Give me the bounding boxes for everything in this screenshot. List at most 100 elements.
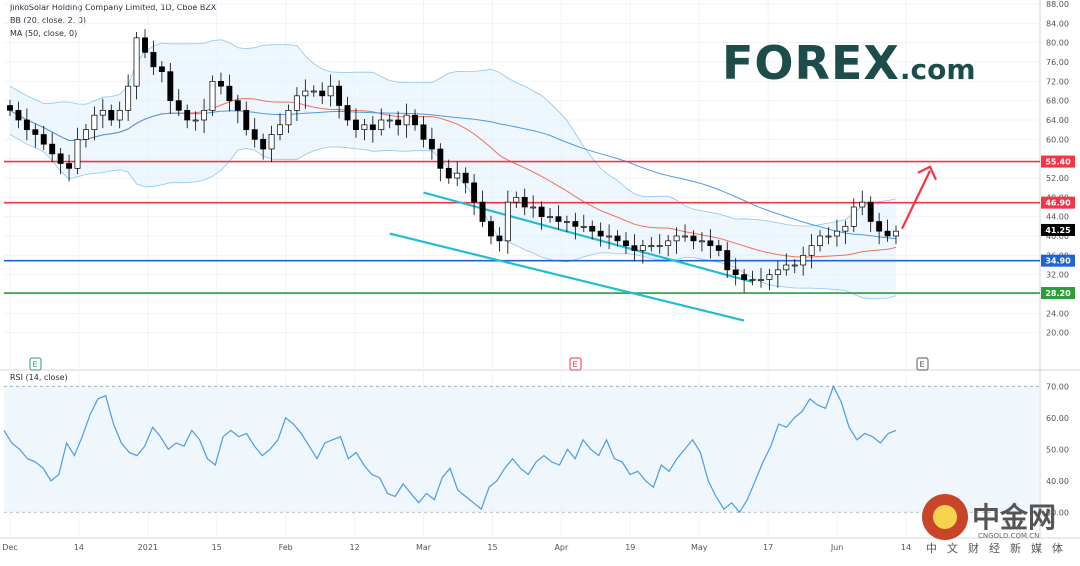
bollinger-lower-line	[9, 134, 897, 299]
price-tick-label: 60.00	[1046, 135, 1069, 144]
candle-up	[209, 80, 216, 111]
candle-up	[850, 206, 857, 227]
bollinger-band-fill	[10, 39, 896, 299]
price-tick-label: 44.00	[1046, 213, 1069, 222]
candle-down	[319, 90, 326, 97]
rsi-tick-label: 40.00	[1046, 477, 1069, 486]
candle-up	[656, 245, 663, 248]
candle-up	[99, 109, 106, 116]
cngold-subtitle: 中文财经新媒体	[926, 542, 1073, 555]
level-label-bg	[1041, 155, 1075, 168]
time-tick-label: 14	[74, 543, 84, 552]
candle-down	[488, 221, 494, 237]
last-price-bg	[1041, 223, 1075, 236]
candle-down	[23, 119, 30, 131]
earnings-marker-label: E	[32, 360, 37, 369]
candle-up	[403, 114, 410, 126]
time-tick-label: Dec	[2, 543, 17, 552]
candle-down	[226, 85, 233, 102]
candle-up	[673, 235, 680, 242]
candle-up	[74, 138, 81, 169]
candle-down	[218, 80, 224, 87]
candle-up	[361, 124, 368, 131]
time-tick-label: 15	[487, 543, 497, 552]
candle-down	[555, 216, 562, 222]
candle-down	[395, 119, 402, 126]
cngold-logo: 中金网 CNGOLD.COM.CN 中文财经新媒体	[922, 494, 1072, 560]
cngold-title: 中金网	[972, 501, 1057, 534]
price-tick-label: 68.00	[1046, 97, 1069, 106]
candle-down	[40, 134, 47, 145]
rsi-indicator-label[interactable]: RSI (14, close)	[10, 373, 68, 382]
time-tick-label: Mar	[416, 543, 432, 552]
candle-up	[749, 279, 756, 281]
candle-down	[32, 129, 39, 135]
candle-up	[893, 230, 899, 237]
rsi-line	[3, 384, 897, 514]
candle-down	[437, 148, 444, 169]
forecast-arrow-line	[901, 170, 931, 230]
candle-down	[496, 235, 503, 242]
forecast-arrow-head-icon	[917, 165, 937, 181]
price-tick-label: 52.00	[1046, 174, 1069, 183]
price-tick-label: 76.00	[1046, 58, 1069, 67]
candle-down	[15, 109, 22, 121]
rsi-tick-label: 60.00	[1046, 414, 1069, 423]
time-tick-label: 15	[212, 543, 222, 552]
candle-down	[344, 105, 351, 121]
level-label-bg	[1041, 254, 1075, 267]
candle-up	[563, 221, 570, 223]
candle-up	[825, 235, 832, 238]
candle-up	[639, 245, 646, 251]
time-tick-label: May	[691, 543, 708, 552]
candle-down	[243, 109, 250, 131]
candle-up	[454, 172, 461, 179]
candle-up	[808, 245, 815, 256]
candle-up	[842, 225, 849, 232]
candle-up	[327, 85, 334, 97]
candle-down	[175, 100, 182, 111]
bb-indicator-label[interactable]: BB (20, close, 2, 0)	[10, 16, 86, 25]
candle-down	[707, 240, 714, 247]
channel-line-1	[423, 191, 753, 283]
time-tick-label: Feb	[279, 543, 293, 552]
ma-indicator-label[interactable]: MA (50, close, 0)	[10, 29, 78, 38]
rsi-tick-label: 50.00	[1046, 445, 1069, 454]
candle-down	[631, 245, 638, 251]
candle-down	[479, 201, 486, 222]
price-tick-label: 88.00	[1046, 0, 1069, 9]
candle-down	[597, 230, 604, 237]
earnings-marker-icon	[916, 357, 929, 371]
candle-up	[386, 119, 393, 122]
candle-down	[142, 37, 148, 53]
candle-up	[665, 240, 672, 247]
time-tick-label: 19	[625, 543, 635, 552]
forex-logo: FOREX.com	[722, 36, 976, 90]
candle-up	[783, 264, 790, 271]
candle-up	[530, 206, 537, 209]
candle-down	[428, 138, 435, 150]
candle-down	[369, 124, 376, 131]
candle-down	[690, 235, 697, 242]
logo-text: FOREX	[722, 36, 900, 90]
price-tick-label: 84.00	[1046, 19, 1069, 28]
time-tick-label: Apr	[554, 543, 569, 552]
rsi-band-fill	[4, 386, 1040, 513]
price-tick-label: 32.00	[1046, 271, 1069, 280]
candle-down	[724, 250, 731, 271]
price-tick-label: 72.00	[1046, 77, 1069, 86]
candle-up	[82, 129, 89, 140]
candle-down	[884, 230, 891, 237]
candle-down	[715, 245, 722, 251]
candle-up	[682, 235, 688, 238]
candle-down	[732, 269, 739, 276]
price-tick-label: 64.00	[1046, 116, 1069, 125]
chart-title: JinkoSolar Holding Company Limited, 1D, …	[10, 3, 217, 12]
candle-down	[150, 51, 157, 68]
candle-up	[580, 225, 587, 228]
candle-up	[378, 119, 385, 131]
rsi-tick-label: 30.00	[1046, 508, 1069, 517]
price-tick-label: 80.00	[1046, 39, 1069, 48]
candle-down	[158, 66, 165, 73]
